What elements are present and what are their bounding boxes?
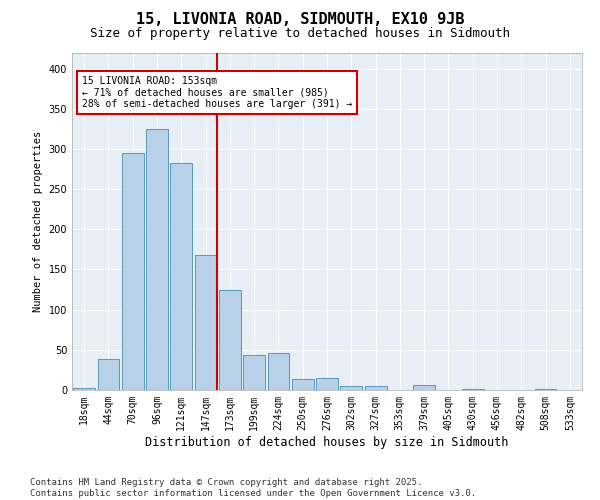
- Bar: [146, 129, 168, 390]
- Bar: [243, 354, 265, 390]
- Text: 15, LIVONIA ROAD, SIDMOUTH, EX10 9JB: 15, LIVONIA ROAD, SIDMOUTH, EX10 9JB: [136, 12, 464, 28]
- Y-axis label: Number of detached properties: Number of detached properties: [33, 130, 43, 312]
- Bar: [97, 360, 119, 390]
- Bar: [462, 389, 484, 390]
- Bar: [170, 162, 192, 390]
- Text: Size of property relative to detached houses in Sidmouth: Size of property relative to detached ho…: [90, 28, 510, 40]
- Bar: [365, 386, 386, 390]
- Text: Contains HM Land Registry data © Crown copyright and database right 2025.
Contai: Contains HM Land Registry data © Crown c…: [30, 478, 476, 498]
- Bar: [219, 290, 241, 390]
- Bar: [292, 379, 314, 390]
- Bar: [194, 255, 217, 390]
- X-axis label: Distribution of detached houses by size in Sidmouth: Distribution of detached houses by size …: [145, 436, 509, 448]
- Bar: [316, 378, 338, 390]
- Text: 15 LIVONIA ROAD: 153sqm
← 71% of detached houses are smaller (985)
28% of semi-d: 15 LIVONIA ROAD: 153sqm ← 71% of detache…: [82, 76, 352, 110]
- Bar: [535, 389, 556, 390]
- Bar: [340, 386, 362, 390]
- Bar: [413, 385, 435, 390]
- Bar: [268, 353, 289, 390]
- Bar: [73, 388, 95, 390]
- Bar: [122, 153, 143, 390]
